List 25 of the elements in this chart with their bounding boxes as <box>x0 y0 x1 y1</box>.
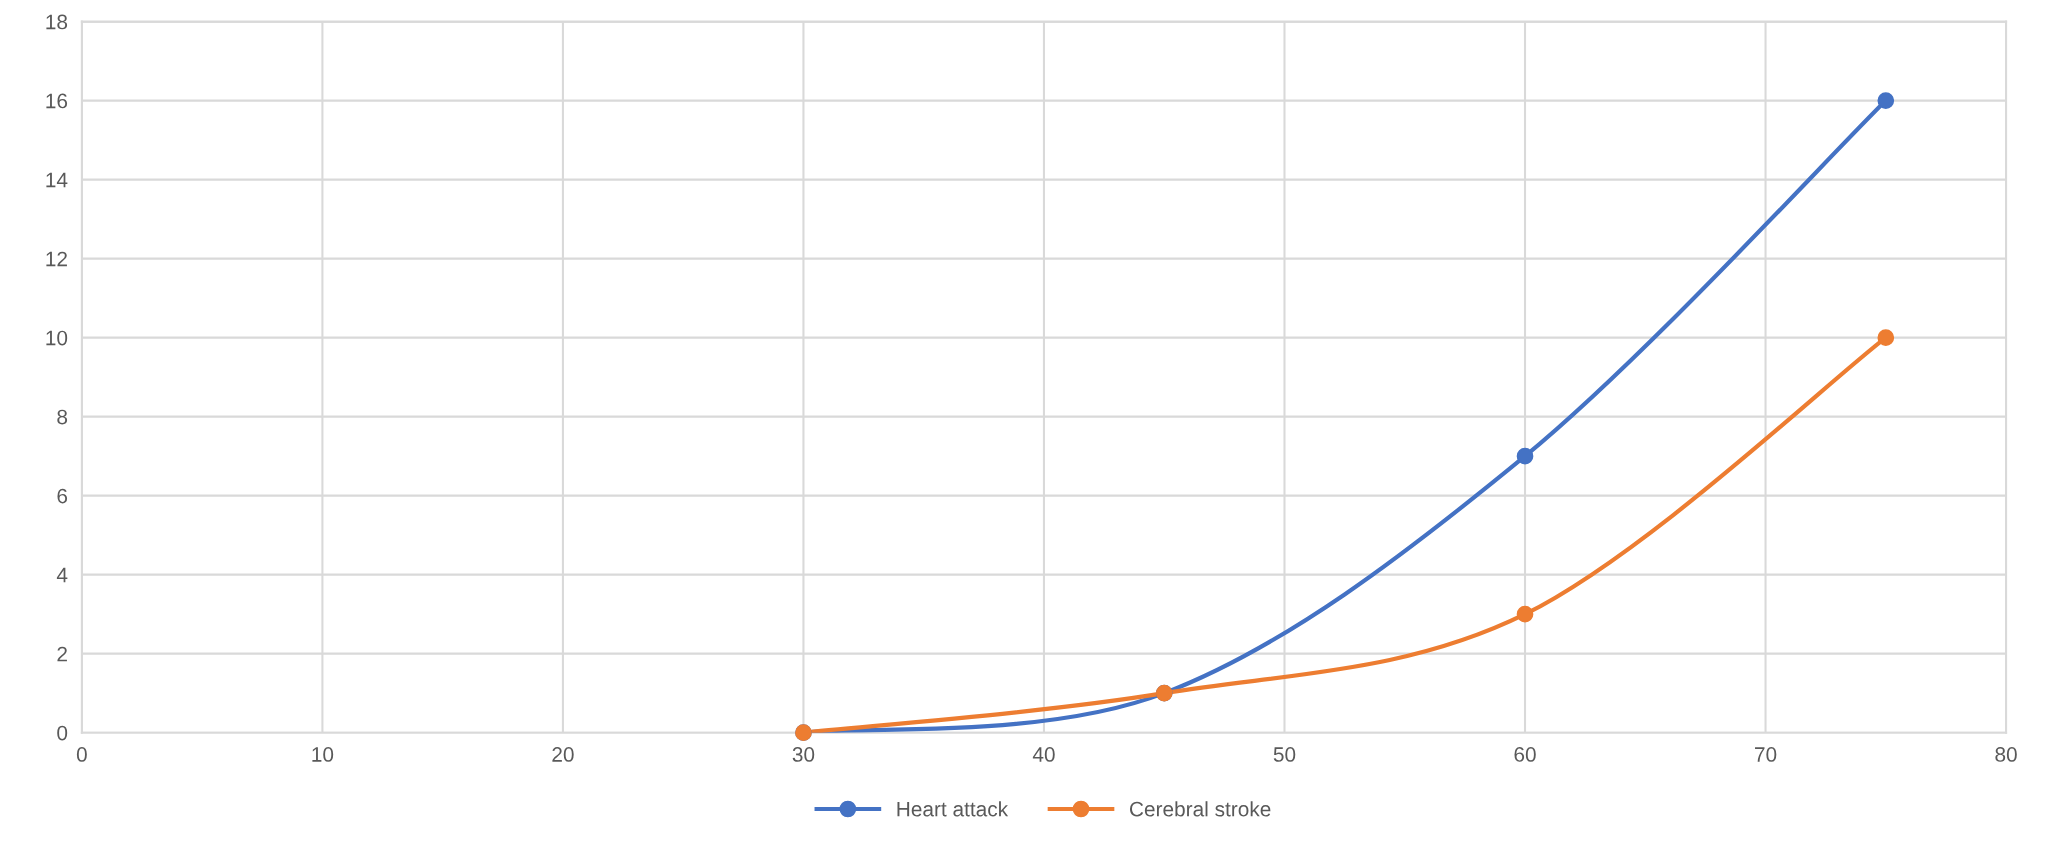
x-tick-label: 20 <box>552 747 574 762</box>
legend-label: Cerebral stroke <box>1129 801 1271 817</box>
y-tick-label: 0 <box>57 725 68 741</box>
point <box>1877 92 1895 109</box>
x-tick-label: 0 <box>76 747 87 762</box>
y-tick-label: 6 <box>57 488 68 504</box>
y-tick-label: 12 <box>46 251 67 267</box>
y-tick-label: 4 <box>56 567 68 583</box>
y-tick-label: 8 <box>57 409 68 425</box>
y-tick-label: 2 <box>57 646 67 662</box>
point <box>1516 447 1534 465</box>
y-tick-label: 10 <box>46 330 68 346</box>
y-tick-label: 16 <box>46 93 68 109</box>
point <box>1516 605 1534 623</box>
x-tick-label: 50 <box>1273 747 1296 762</box>
x-tick-label: 30 <box>792 747 815 762</box>
y-tick-label: 14 <box>46 172 68 188</box>
x-tick-label: 60 <box>1514 747 1536 762</box>
x-tick-label: 70 <box>1755 747 1777 762</box>
y-tick-label: 18 <box>46 14 68 30</box>
x-tick-label: 40 <box>1032 747 1055 762</box>
legend-label: Heart attack <box>897 801 1009 817</box>
x-tick-label: 10 <box>312 747 334 762</box>
point <box>1877 329 1895 346</box>
x-tick-label: 80 <box>1995 747 2017 762</box>
